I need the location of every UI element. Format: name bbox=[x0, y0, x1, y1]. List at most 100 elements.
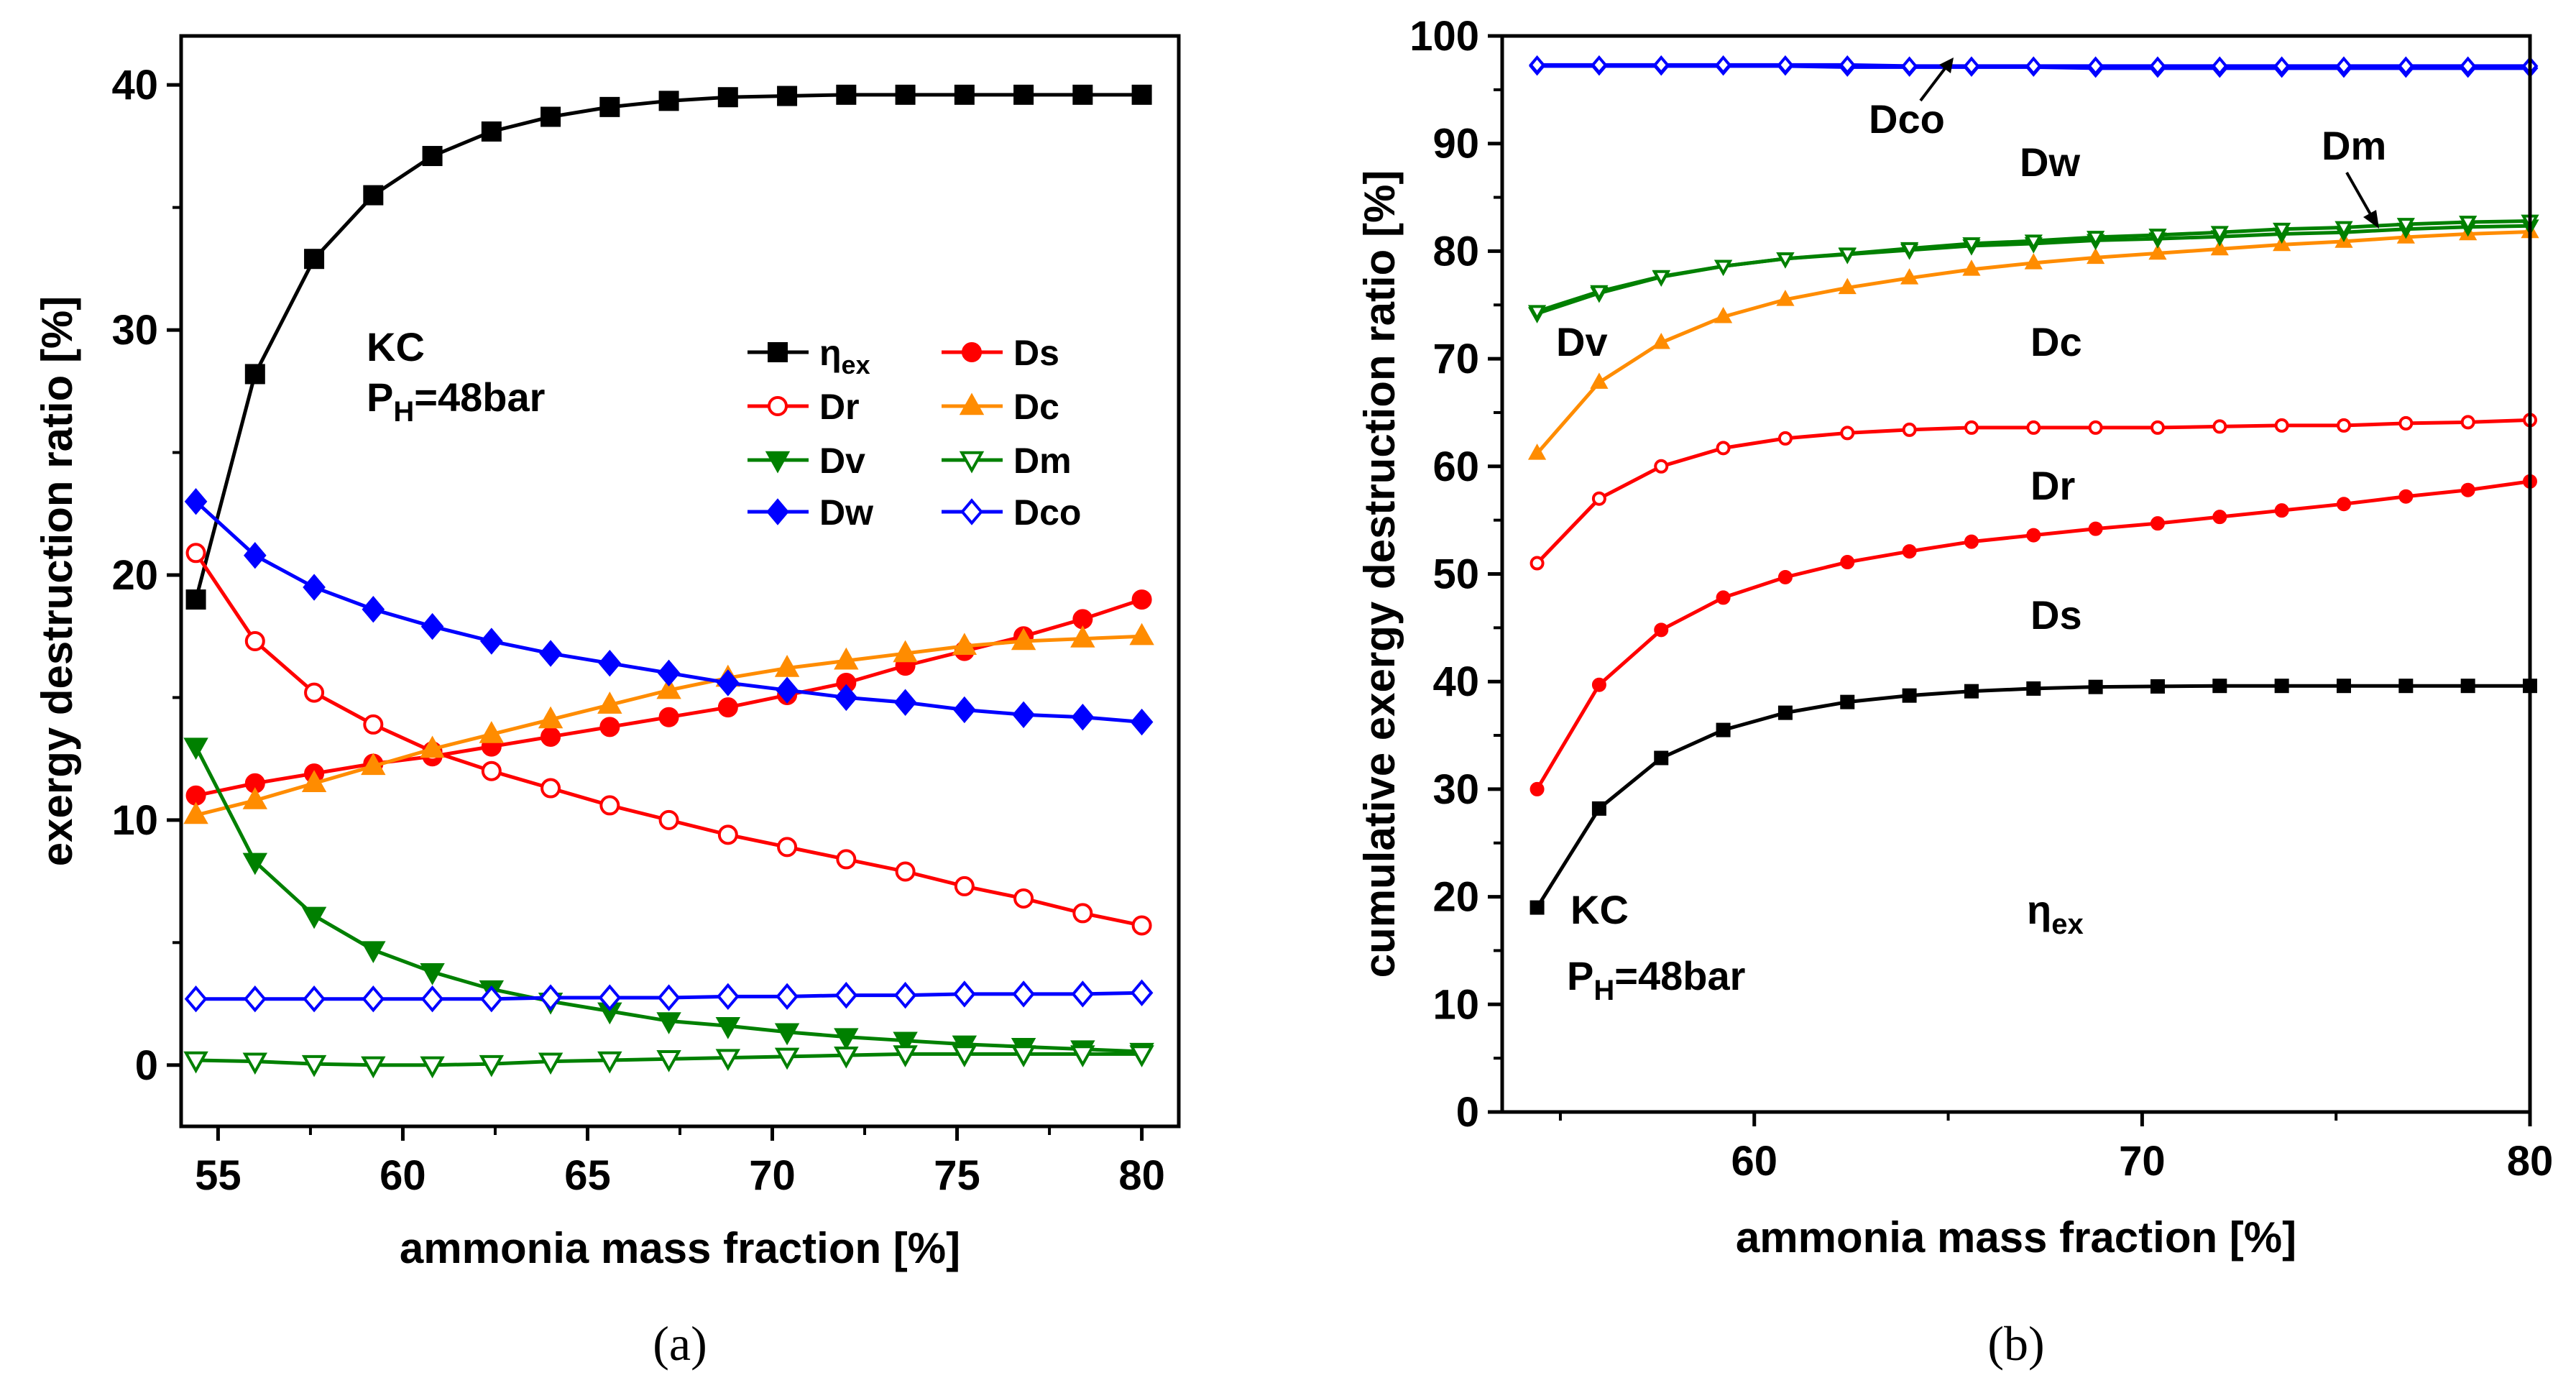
a-legend-label-main-dw: Dw bbox=[819, 492, 873, 533]
b-data-point-dc bbox=[2210, 239, 2229, 256]
b-data-point-dr bbox=[1777, 431, 1793, 446]
a-legend-item-dco: Dco bbox=[942, 492, 1081, 533]
panel-a-plot-area bbox=[183, 84, 1154, 1079]
a-x-tick-label: 70 bbox=[749, 1152, 796, 1199]
a-legend-label-main-dv: Dv bbox=[819, 441, 865, 481]
a-data-point-dr bbox=[777, 837, 798, 858]
b-data-point-dm bbox=[1838, 247, 1857, 264]
a-series-ex bbox=[185, 84, 1152, 610]
a-data-point-dw bbox=[303, 574, 326, 601]
a-data-point-ex bbox=[1131, 84, 1152, 105]
b-data-point-dm bbox=[2459, 216, 2478, 232]
a-legend-item-dm: Dm bbox=[942, 441, 1072, 481]
a-data-point-dw bbox=[657, 659, 681, 687]
b-data-point-dr bbox=[2150, 420, 2165, 435]
panel-b-axes-frame bbox=[1500, 34, 2532, 1114]
a-data-point-dm bbox=[183, 1051, 208, 1074]
b-data-point-ds bbox=[1964, 534, 1979, 549]
a-data-point-dr bbox=[1072, 903, 1093, 924]
a-data-point-dw bbox=[834, 684, 858, 712]
a-y-tick-label: 40 bbox=[111, 62, 158, 109]
b-data-point-dr bbox=[1840, 426, 1855, 441]
b-y-tick-label: 40 bbox=[1432, 658, 1479, 705]
panel-b-chart: 60 70 80 0 10 20 30 40 50 60 70 80 90 100 ammonia mas… bbox=[1356, 13, 2553, 1371]
a-data-point-dm bbox=[656, 1050, 681, 1072]
b-data-point-ds bbox=[1591, 677, 1606, 692]
b-data-point-ex bbox=[1964, 684, 1979, 699]
a-data-point-ex bbox=[1072, 84, 1093, 105]
panel-b-arrow-dm bbox=[2345, 172, 2375, 220]
a-series-dw bbox=[184, 488, 1154, 736]
panel-b-region-label-eta-sub: ex bbox=[2051, 909, 2084, 940]
a-data-point-ex bbox=[777, 86, 798, 106]
b-y-tick-label: 90 bbox=[1432, 121, 1479, 167]
panel-b-region-label-dw: Dw bbox=[2020, 139, 2080, 185]
a-series-dm bbox=[183, 1045, 1154, 1079]
b-data-point-ex bbox=[2026, 681, 2041, 696]
b-data-point-dr bbox=[2460, 415, 2475, 430]
a-data-point-dc bbox=[420, 735, 445, 758]
a-data-point-ex bbox=[658, 91, 679, 111]
b-series-line-ex bbox=[1535, 684, 2530, 909]
a-series-line-dr bbox=[194, 551, 1143, 927]
a-data-point-dm bbox=[361, 1056, 386, 1079]
panel-b-ticks: 60 70 80 0 10 20 30 40 50 60 70 80 90 100 bbox=[1409, 13, 2553, 1185]
b-data-point-dm bbox=[1527, 305, 1547, 321]
b-data-point-dco bbox=[1839, 55, 1856, 75]
a-data-point-ds bbox=[1131, 589, 1152, 610]
a-data-point-dv bbox=[183, 737, 208, 760]
a-legend-item-dr: Dr bbox=[748, 387, 860, 427]
a-y-tick-label: 10 bbox=[111, 797, 158, 844]
b-data-point-dc bbox=[1962, 259, 1981, 276]
a-data-point-dco bbox=[657, 984, 681, 1011]
b-data-point-dc bbox=[2024, 253, 2043, 270]
a-data-point-dc bbox=[538, 706, 564, 729]
a-legend-label-ex: ηex bbox=[819, 333, 870, 380]
b-data-point-ds bbox=[1654, 622, 1669, 638]
b-data-point-ds bbox=[1840, 555, 1855, 570]
a-legend-marker-dm bbox=[959, 451, 985, 474]
a-data-point-ex bbox=[363, 185, 384, 206]
panel-a-annotation-kc: KC bbox=[367, 324, 425, 369]
a-data-point-ex bbox=[895, 84, 916, 105]
b-x-tick-label: 80 bbox=[2507, 1138, 2554, 1185]
a-data-point-dc bbox=[479, 721, 505, 743]
a-data-point-ex bbox=[422, 146, 443, 167]
a-data-point-dco bbox=[953, 980, 976, 1008]
a-x-tick-label: 60 bbox=[380, 1152, 426, 1199]
panel-a-ticks: 55 60 65 70 75 80 0 10 20 30 40 bbox=[111, 62, 1164, 1199]
a-data-point-ex bbox=[244, 364, 265, 385]
b-data-point-ds bbox=[2212, 510, 2227, 525]
a-data-point-dco bbox=[717, 983, 740, 1011]
a-x-tick-label: 75 bbox=[934, 1152, 980, 1199]
a-data-point-dv bbox=[834, 1028, 859, 1051]
a-data-point-dm bbox=[952, 1045, 978, 1067]
b-data-point-dc bbox=[1776, 290, 1795, 306]
a-data-point-dw bbox=[893, 689, 917, 716]
a-data-point-dr bbox=[363, 714, 384, 735]
a-legend-label-dco: Dco bbox=[1013, 492, 1081, 533]
a-data-point-dw bbox=[243, 542, 267, 569]
b-series-ds bbox=[1530, 474, 2537, 796]
b-series-dco bbox=[1529, 55, 2539, 76]
a-legend-label-ds: Ds bbox=[1013, 333, 1059, 373]
a-data-point-dv bbox=[656, 1012, 681, 1034]
panel-b-plot-area bbox=[1527, 55, 2539, 915]
a-legend-label-main-ds: Ds bbox=[1013, 333, 1059, 373]
b-data-point-ds bbox=[1716, 590, 1731, 605]
a-data-point-dc bbox=[361, 753, 386, 776]
a-data-point-ds bbox=[185, 785, 206, 806]
b-y-tick-label: 10 bbox=[1432, 981, 1479, 1028]
b-data-point-dco bbox=[1715, 55, 1732, 75]
panel-b-region-label-dc: Dc bbox=[2030, 319, 2082, 364]
b-data-point-dr bbox=[1964, 420, 1979, 435]
a-legend-label-main-dr: Dr bbox=[819, 387, 860, 427]
panel-b-region-label-dco: Dco bbox=[1869, 96, 1945, 142]
b-data-point-dc bbox=[1714, 307, 1733, 323]
a-data-point-ex bbox=[954, 84, 975, 105]
panel-b-x-axis-label: ammonia mass fraction [%] bbox=[1736, 1213, 2296, 1261]
a-data-point-ex bbox=[304, 249, 325, 270]
a-data-point-dr bbox=[244, 631, 265, 652]
a-data-point-dc bbox=[656, 676, 681, 699]
